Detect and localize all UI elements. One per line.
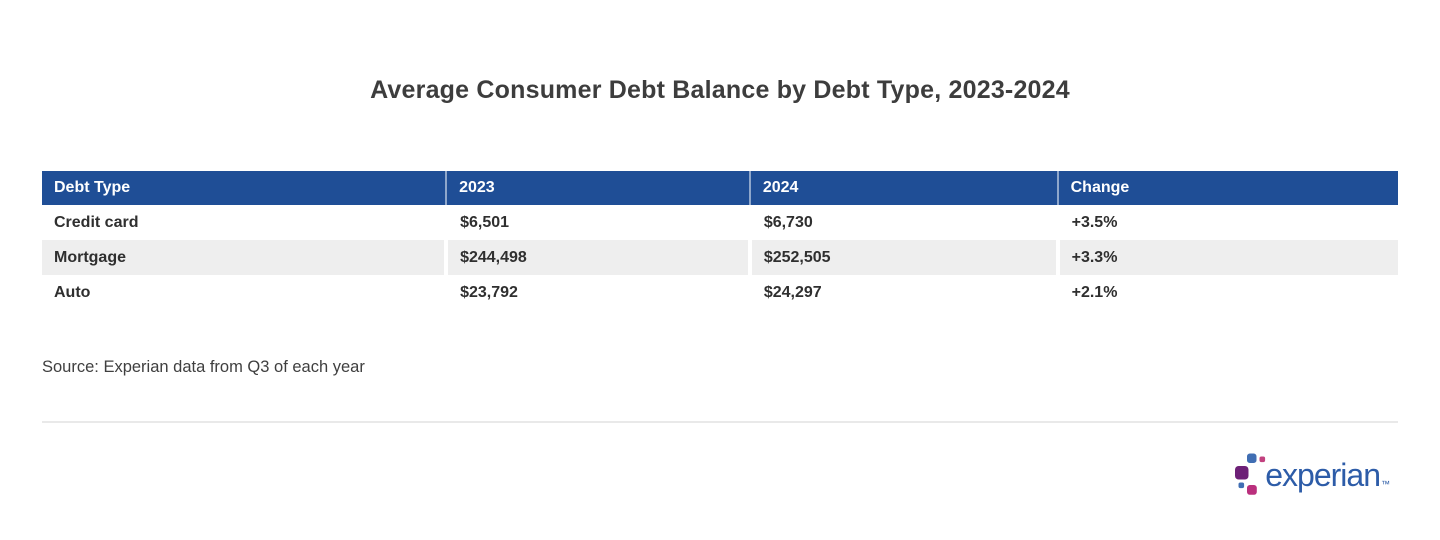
table-body: Credit card $6,501 $6,730 +3.5% Mortgage… [42,205,1398,310]
cell-debt-type: Auto [42,275,447,310]
table-row-auto: Auto $23,792 $24,297 +2.1% [42,275,1398,310]
column-header-2024: 2024 [748,171,1058,205]
cell-change-value: +3.3% [1055,240,1398,275]
mark-blue-square-icon [1247,453,1257,463]
table-row-mortgage: Mortgage $244,498 $252,505 +3.3% [42,240,1398,275]
cell-2023-value: $23,792 [444,275,750,310]
footer-divider [42,421,1398,423]
cell-2023-value: $6,501 [444,205,750,240]
mark-purple-square-icon [1235,466,1249,480]
cell-2024-value: $6,730 [747,205,1058,240]
cell-change-value: +2.1% [1055,275,1398,310]
mark-magenta-square-icon [1247,485,1258,495]
experian-wordmark: experian [1265,457,1381,493]
debt-table: Debt Type 2023 2024 Change Credit card $… [42,171,1398,310]
experian-logo-mark-icon [1235,453,1266,495]
cell-2024-value: $252,505 [747,240,1058,275]
trademark-symbol: ™ [1381,479,1390,489]
table-row-credit-card: Credit card $6,501 $6,730 +3.5% [42,205,1398,240]
column-header-2023: 2023 [445,171,750,205]
debt-table-container: Debt Type 2023 2024 Change Credit card $… [42,171,1398,310]
page-title: Average Consumer Debt Balance by Debt Ty… [370,76,1070,104]
source-attribution-text: Source: Experian data from Q3 of each ye… [42,358,365,376]
cell-2023-value: $244,498 [444,240,750,275]
cell-change-value: +3.5% [1055,205,1398,240]
experian-logo: experian ™ [1234,453,1390,498]
cell-2024-value: $24,297 [747,275,1058,310]
cell-debt-type: Credit card [42,205,447,240]
footer-logo-area: experian ™ [0,453,1390,498]
mark-small-magenta-square-icon [1259,456,1266,463]
column-header-change: Change [1056,171,1398,205]
column-header-debt-type: Debt Type [42,171,447,205]
mark-small-blue-square-icon [1238,482,1245,489]
cell-debt-type: Mortgage [42,240,447,275]
table-header-row: Debt Type 2023 2024 Change [42,171,1398,205]
table-header: Debt Type 2023 2024 Change [42,171,1398,205]
